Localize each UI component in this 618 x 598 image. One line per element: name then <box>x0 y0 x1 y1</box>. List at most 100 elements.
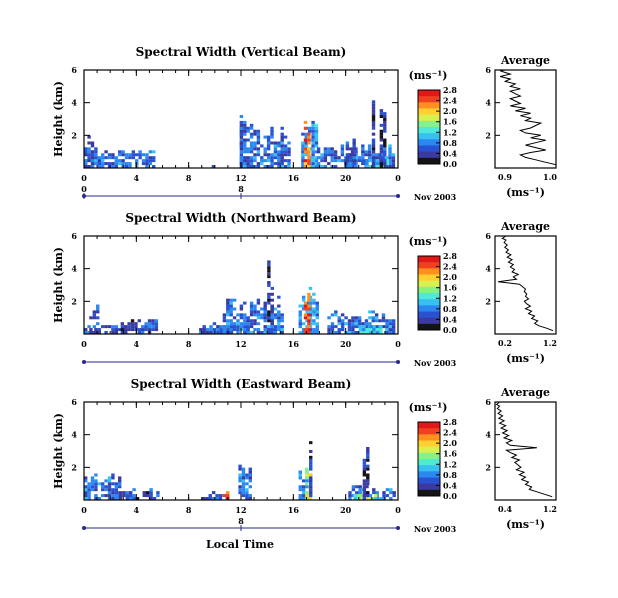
echo-cell <box>362 482 367 486</box>
echo-cell <box>365 162 369 166</box>
echo-cell <box>389 488 393 492</box>
echo-cell <box>388 144 392 148</box>
echo-cell <box>354 150 358 154</box>
colorbar-tick-label: 0.8 <box>443 470 457 480</box>
y-tick-label: 6 <box>71 397 77 407</box>
echo-cell <box>94 150 98 154</box>
echo-cell <box>246 159 250 163</box>
echo-cell <box>120 328 125 332</box>
echo-cell <box>311 135 315 139</box>
colorbar-tick-label: 0.0 <box>443 325 457 335</box>
echo-cell <box>364 322 369 326</box>
echo-cell <box>243 331 247 334</box>
echo-cell <box>263 301 267 305</box>
echo-cell <box>314 162 319 166</box>
echo-cell <box>253 322 257 326</box>
echo-cell <box>301 331 306 334</box>
echo-cell <box>229 304 233 308</box>
echo-cell <box>309 491 313 495</box>
echo-cell <box>298 494 302 498</box>
echo-cell <box>118 476 122 480</box>
echo-cell <box>263 325 267 329</box>
echo-cell <box>301 159 305 163</box>
echo-cell <box>307 135 311 139</box>
echo-cell <box>311 162 315 166</box>
echo-cell <box>349 156 353 160</box>
echo-cell <box>114 165 119 168</box>
echo-cell <box>241 479 246 483</box>
echo-cell <box>362 458 367 462</box>
echo-cell <box>121 162 125 166</box>
echo-cell <box>208 494 212 498</box>
echo-cell <box>128 153 132 157</box>
echo-cell <box>114 162 119 166</box>
echo-cell <box>107 494 112 498</box>
echo-cell <box>314 156 319 160</box>
echo-cell <box>303 301 308 305</box>
echo-cell <box>107 325 112 329</box>
average-x-label: (ms⁻¹) <box>506 352 545 365</box>
colorbar-unit: (ms⁻¹) <box>409 235 448 248</box>
echo-cell <box>101 153 105 157</box>
echo-cell <box>263 150 267 154</box>
echo-cell <box>263 147 267 151</box>
colorbar-tick-label: 2.8 <box>443 251 457 261</box>
echo-cell <box>107 491 112 495</box>
echo-cell <box>128 156 132 160</box>
echo-cell <box>114 488 119 492</box>
echo-cell <box>334 313 338 317</box>
echo-cell <box>111 494 115 498</box>
colorbar-segment <box>418 477 440 485</box>
echo-cell <box>391 319 396 323</box>
echo-cell <box>96 316 100 320</box>
echo-cell <box>256 331 261 334</box>
echo-cell <box>345 141 350 145</box>
echo-cell <box>334 325 338 329</box>
echo-cell <box>320 165 324 168</box>
echo-cell <box>385 328 389 332</box>
echo-cell <box>382 491 386 495</box>
echo-cell <box>249 156 254 160</box>
echo-cell <box>243 328 247 332</box>
average-y-tick-label: 4 <box>485 430 491 440</box>
echo-cell <box>298 473 302 477</box>
echo-cell <box>238 485 242 489</box>
echo-cell <box>154 319 159 323</box>
echo-cell <box>375 328 380 332</box>
echo-cell <box>354 325 358 329</box>
echo-cell <box>249 141 254 145</box>
colorbar-tick-label: 1.6 <box>443 449 457 459</box>
echo-cell <box>270 292 274 296</box>
echo-cell <box>330 150 334 154</box>
echo-cell <box>89 331 93 334</box>
echo-cell <box>270 129 274 133</box>
echo-cell <box>253 141 257 145</box>
echo-cell <box>391 162 396 166</box>
echo-cell <box>134 325 138 329</box>
echo-cell <box>383 159 387 163</box>
echo-cell <box>241 488 246 492</box>
echo-cell <box>260 331 264 334</box>
echo-cell <box>101 488 105 492</box>
echo-cell <box>345 153 350 157</box>
echo-cell <box>253 159 257 163</box>
echo-cell <box>367 153 372 157</box>
day-axis-marker <box>82 360 86 364</box>
echo-cell <box>243 150 247 154</box>
echo-cell <box>391 159 396 163</box>
echo-cell <box>379 132 384 136</box>
echo-cell <box>243 141 247 145</box>
echo-cell <box>367 144 372 148</box>
echo-cell <box>245 491 249 495</box>
echo-cell <box>358 325 363 329</box>
echo-cell <box>267 272 271 276</box>
colorbar-segment <box>418 274 440 282</box>
echo-cell <box>260 313 264 317</box>
echo-cell <box>357 316 362 320</box>
echo-cell <box>307 313 311 317</box>
echo-cell <box>248 485 252 489</box>
echo-cell <box>273 150 278 154</box>
echo-cell <box>312 313 316 317</box>
echo-cell <box>107 153 112 157</box>
echo-cell <box>280 165 284 168</box>
